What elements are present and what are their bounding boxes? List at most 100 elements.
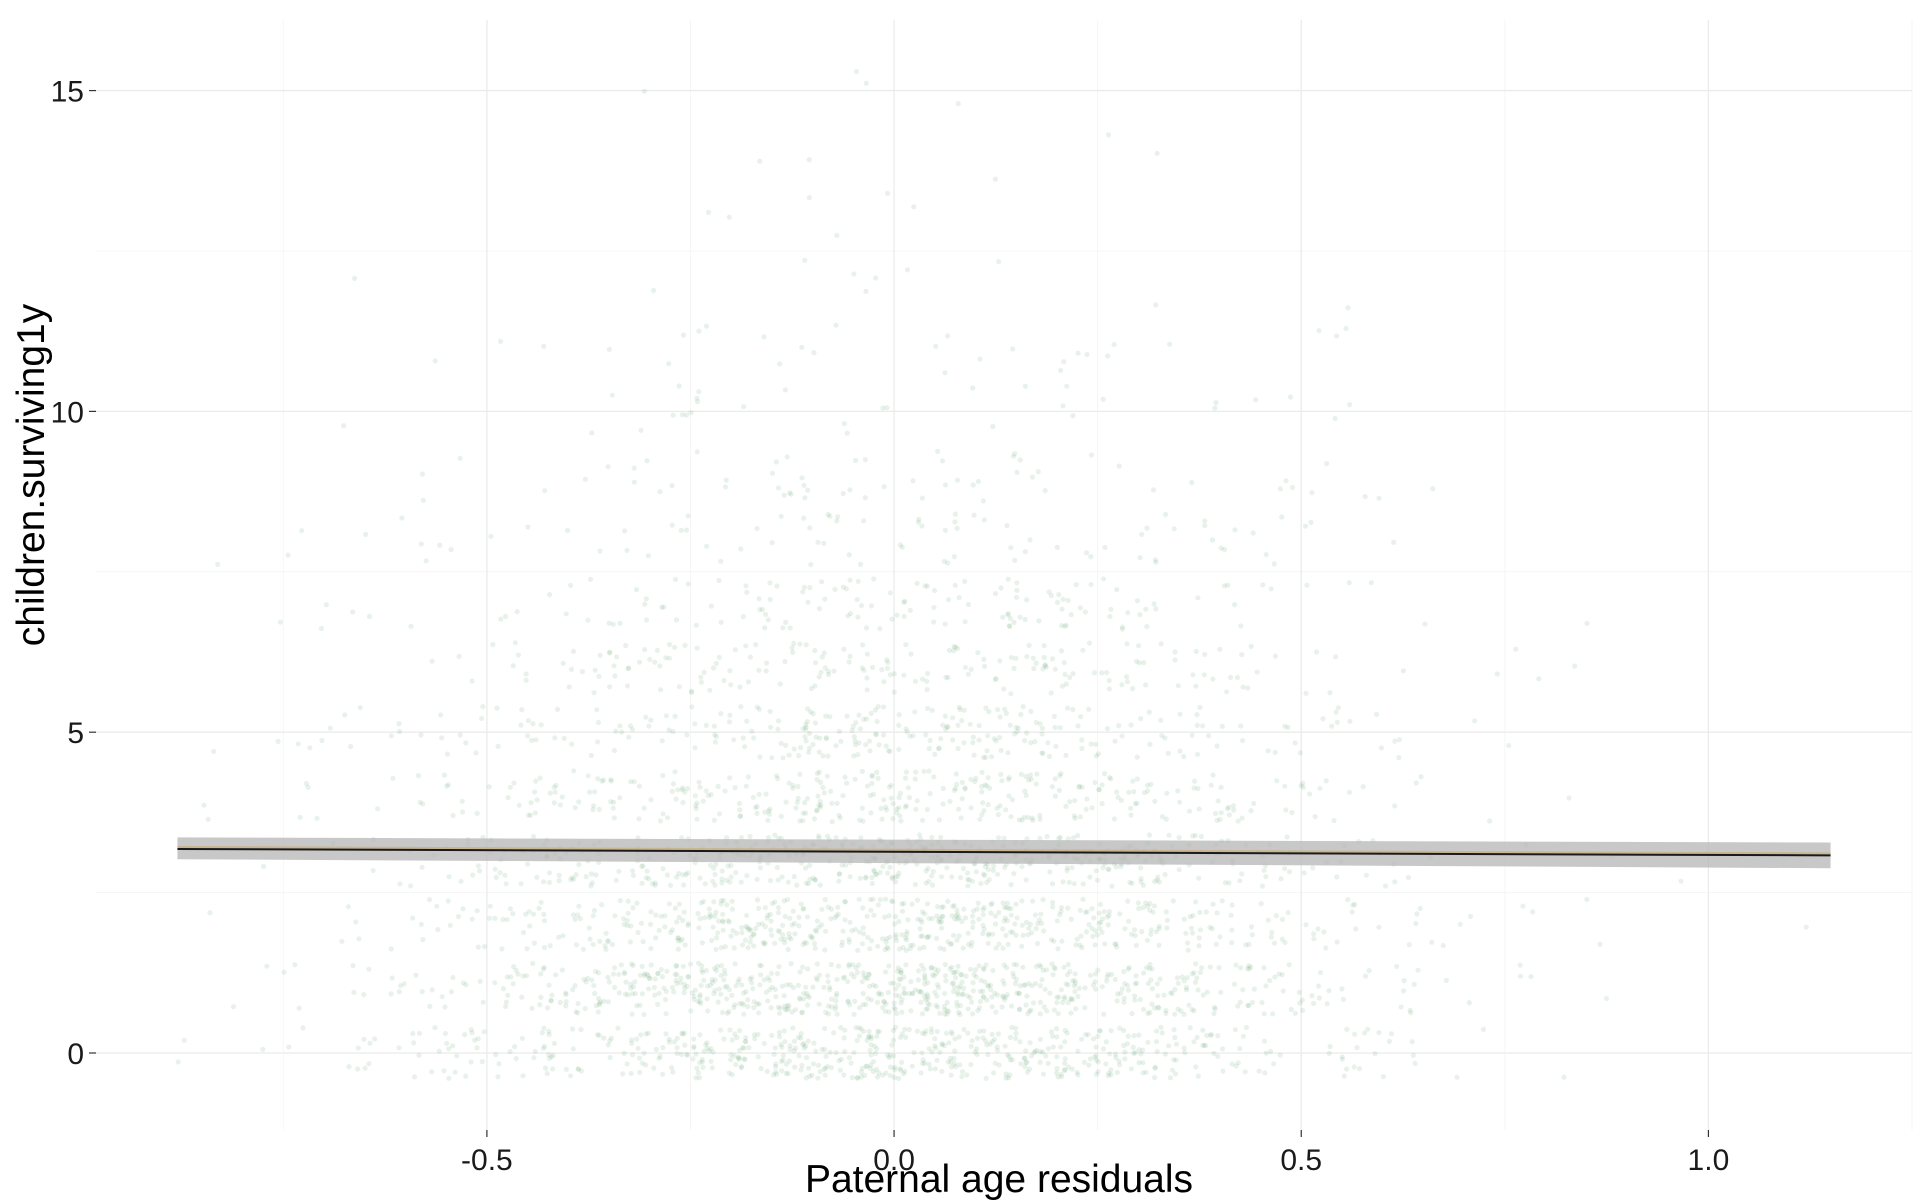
data-point <box>790 782 796 788</box>
data-point <box>590 807 596 813</box>
data-point <box>416 1052 422 1058</box>
data-point <box>925 996 931 1002</box>
data-point <box>500 916 506 923</box>
data-point <box>1148 781 1154 787</box>
data-point <box>804 914 811 920</box>
data-point <box>811 1040 817 1046</box>
data-point <box>732 1031 738 1037</box>
data-point <box>855 578 861 585</box>
data-point <box>662 997 669 1003</box>
data-point <box>1028 708 1034 715</box>
data-point <box>601 998 607 1004</box>
data-point <box>928 965 934 971</box>
data-point <box>662 924 668 930</box>
data-point <box>546 982 552 988</box>
data-point <box>982 872 988 879</box>
data-point <box>835 904 841 910</box>
data-point <box>1138 716 1144 722</box>
data-point <box>866 738 873 744</box>
data-point <box>568 1073 574 1079</box>
data-point <box>1362 494 1368 500</box>
data-point <box>1561 1074 1567 1080</box>
data-point <box>733 870 739 876</box>
data-point <box>883 743 889 749</box>
data-point <box>1239 815 1245 821</box>
data-point <box>1119 986 1125 992</box>
data-point <box>938 834 944 840</box>
data-point <box>847 577 853 583</box>
data-point <box>902 1068 908 1074</box>
data-point <box>607 684 613 690</box>
data-point <box>1215 798 1221 804</box>
data-point <box>1175 683 1181 689</box>
data-point <box>925 670 931 677</box>
data-point <box>1002 997 1008 1003</box>
data-point <box>993 675 999 682</box>
data-point <box>746 1045 752 1051</box>
data-point <box>767 806 773 812</box>
data-point <box>1082 609 1088 615</box>
data-point <box>628 1070 634 1077</box>
data-point <box>1046 589 1052 595</box>
data-point <box>969 1038 975 1044</box>
data-point <box>968 966 974 972</box>
data-point <box>829 996 835 1002</box>
data-point <box>939 1042 945 1048</box>
data-point <box>1112 738 1118 744</box>
data-point <box>1104 914 1110 920</box>
data-point <box>1155 1004 1161 1010</box>
data-point <box>1020 932 1026 938</box>
data-point <box>887 672 894 678</box>
data-point <box>581 976 587 983</box>
data-point <box>958 971 965 978</box>
data-point <box>429 987 435 993</box>
data-point <box>1334 939 1340 945</box>
data-point <box>1069 1066 1075 1072</box>
data-point <box>822 1025 828 1032</box>
data-point <box>866 1033 872 1039</box>
data-point <box>1005 1052 1011 1058</box>
data-point <box>739 1064 745 1070</box>
data-point <box>960 945 966 951</box>
data-point <box>926 915 932 922</box>
data-point <box>712 882 718 888</box>
data-point <box>490 641 496 648</box>
data-point <box>1050 904 1056 910</box>
data-point <box>1215 1033 1221 1039</box>
data-point <box>658 966 664 973</box>
data-point <box>610 971 617 977</box>
data-point <box>699 940 706 946</box>
data-point <box>926 933 932 939</box>
data-point <box>781 936 788 942</box>
data-point <box>1039 977 1045 983</box>
data-point <box>1174 975 1181 981</box>
data-point <box>894 1011 900 1017</box>
data-point <box>1114 1069 1120 1075</box>
data-point <box>536 905 542 911</box>
data-point <box>549 992 555 998</box>
data-point <box>944 1007 950 1014</box>
data-point <box>981 517 987 523</box>
data-point <box>685 870 691 876</box>
data-point <box>1339 1054 1345 1060</box>
data-point <box>794 882 800 888</box>
data-point <box>929 1049 935 1055</box>
data-point <box>937 1049 943 1055</box>
data-point <box>722 984 728 990</box>
data-point <box>899 1031 905 1037</box>
data-point <box>1167 1075 1174 1081</box>
data-point <box>634 1036 640 1042</box>
data-point <box>1054 1000 1060 1006</box>
data-point <box>351 989 357 995</box>
data-point <box>983 962 989 968</box>
data-point <box>813 928 820 935</box>
data-point <box>919 523 925 529</box>
data-point <box>961 1026 967 1032</box>
data-point <box>677 938 684 944</box>
data-point <box>802 800 808 806</box>
data-point <box>822 897 828 903</box>
data-point <box>729 906 736 912</box>
data-point <box>898 818 904 824</box>
data-point <box>1407 1007 1413 1013</box>
data-point <box>1079 745 1085 752</box>
